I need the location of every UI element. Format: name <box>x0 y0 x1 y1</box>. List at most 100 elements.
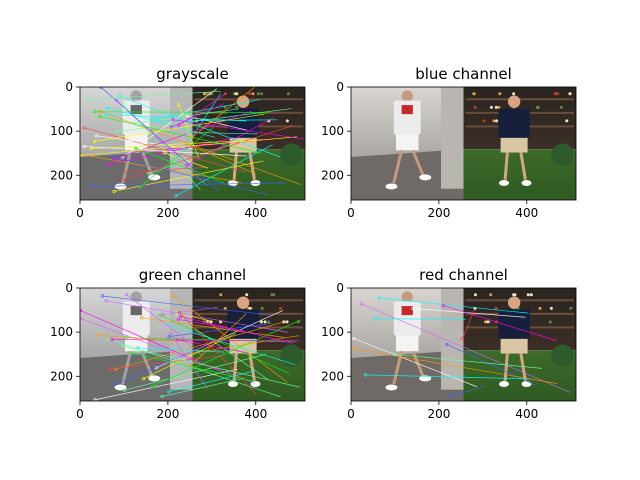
keypoint-marker <box>174 194 178 198</box>
subplot-blue-channel: blue channel 0 200 400 0 100 200 <box>321 65 577 220</box>
match-line <box>122 125 294 181</box>
right-photo-head <box>236 296 250 309</box>
match-line <box>123 104 201 191</box>
left-photo-shirt <box>122 301 150 336</box>
image-area <box>80 288 305 401</box>
left-photo-shorts <box>396 335 419 352</box>
keypoint-marker <box>107 367 112 371</box>
subplot-title: blue channel <box>415 65 512 83</box>
keypoint-marker <box>122 170 126 174</box>
left-photo-shirt-logo <box>130 105 142 115</box>
keypoint-marker <box>351 347 356 351</box>
right-photo-produce <box>549 306 553 310</box>
match-line <box>353 348 557 384</box>
match-line <box>91 182 286 187</box>
right-photo-produce <box>568 92 572 96</box>
left-photo-shoe <box>148 174 161 181</box>
right-photo-produce <box>285 119 289 123</box>
match-line <box>169 323 272 337</box>
x-tick-label: 0 <box>76 407 84 421</box>
match-line <box>134 108 239 124</box>
match-line <box>443 305 557 342</box>
y-tick-label: 200 <box>50 168 73 182</box>
match-line <box>115 321 286 370</box>
keypoint-marker <box>352 336 356 341</box>
right-photo-produce <box>565 119 569 123</box>
keypoint-marker <box>104 299 108 303</box>
keypoint-marker <box>161 312 165 317</box>
y-tick-label: 0 <box>336 80 344 94</box>
left-photo <box>80 87 193 200</box>
right-photo-produce <box>267 320 271 324</box>
right-photo-produce <box>483 320 487 324</box>
keypoint-marker <box>104 112 109 116</box>
right-photo-plant <box>280 143 303 167</box>
keypoint-marker <box>111 155 115 159</box>
match-line <box>124 353 266 391</box>
right-photo-produce <box>270 293 274 297</box>
keypoint-marker <box>171 118 175 122</box>
match-line <box>164 152 209 169</box>
right-photo-produce <box>259 320 263 324</box>
match-line <box>186 115 247 131</box>
match-line <box>462 309 475 339</box>
subplot-red-channel: red channel 0 200 400 0 100 200 <box>321 266 577 421</box>
match-line <box>379 297 529 314</box>
keypoint-marker <box>177 123 181 128</box>
right-photo-produce <box>556 92 560 96</box>
keypoint-marker <box>120 344 125 348</box>
axes-frame <box>79 287 306 402</box>
match-line <box>112 156 269 196</box>
left-photo-shirt <box>393 301 421 336</box>
right-photo-produce <box>492 119 496 123</box>
right-photo-produce <box>569 306 573 310</box>
match-line <box>141 317 285 338</box>
left-photo-leg <box>411 149 425 176</box>
left-photo-pillar <box>441 87 464 189</box>
match-line <box>91 139 262 149</box>
x-tick-label: 200 <box>156 206 179 220</box>
right-photo-produce <box>512 92 516 96</box>
match-line <box>393 353 542 369</box>
left-photo-shoe <box>419 174 432 181</box>
left-photo-shoe <box>385 183 398 190</box>
match-line <box>80 136 298 156</box>
right-photo-plant <box>551 344 574 368</box>
right-photo-produce <box>538 306 542 310</box>
keypoint-marker <box>377 296 381 300</box>
keypoint-marker <box>169 166 173 171</box>
left-photo-shorts <box>396 134 419 151</box>
keypoint-marker <box>146 172 150 176</box>
subplot-title: red channel <box>419 266 508 284</box>
keypoint-marker <box>80 308 83 313</box>
right-photo-leg <box>232 152 238 180</box>
match-line <box>175 144 273 197</box>
right-photo-produce <box>536 105 540 109</box>
keypoint-marker <box>114 98 119 103</box>
right-photo-shoe <box>499 180 509 187</box>
right-photo-leg <box>519 152 527 180</box>
match-line <box>99 116 262 154</box>
right-photo-produce <box>256 92 260 96</box>
keypoint-marker <box>95 333 99 337</box>
keypoint-marker <box>373 317 377 321</box>
match-line <box>375 318 466 320</box>
x-tick-label: 200 <box>427 206 450 220</box>
right-photo-produce <box>223 306 227 310</box>
right-photo-shoe <box>499 381 509 388</box>
keypoint-marker <box>93 110 97 114</box>
right-photo-produce <box>202 92 206 96</box>
image-area <box>80 87 305 200</box>
left-photo-shirt <box>393 100 421 135</box>
right-photo-produce <box>260 92 264 96</box>
y-tick-label: 0 <box>65 80 73 94</box>
right-photo-leg <box>519 353 527 381</box>
keypoint-marker <box>94 134 98 138</box>
right-photo-produce <box>234 92 238 96</box>
keypoint-marker <box>134 146 138 150</box>
keypoint-marker <box>122 388 127 392</box>
match-line <box>140 127 214 188</box>
right-photo-produce <box>285 320 289 324</box>
match-line <box>102 295 271 316</box>
match-line <box>137 347 225 353</box>
